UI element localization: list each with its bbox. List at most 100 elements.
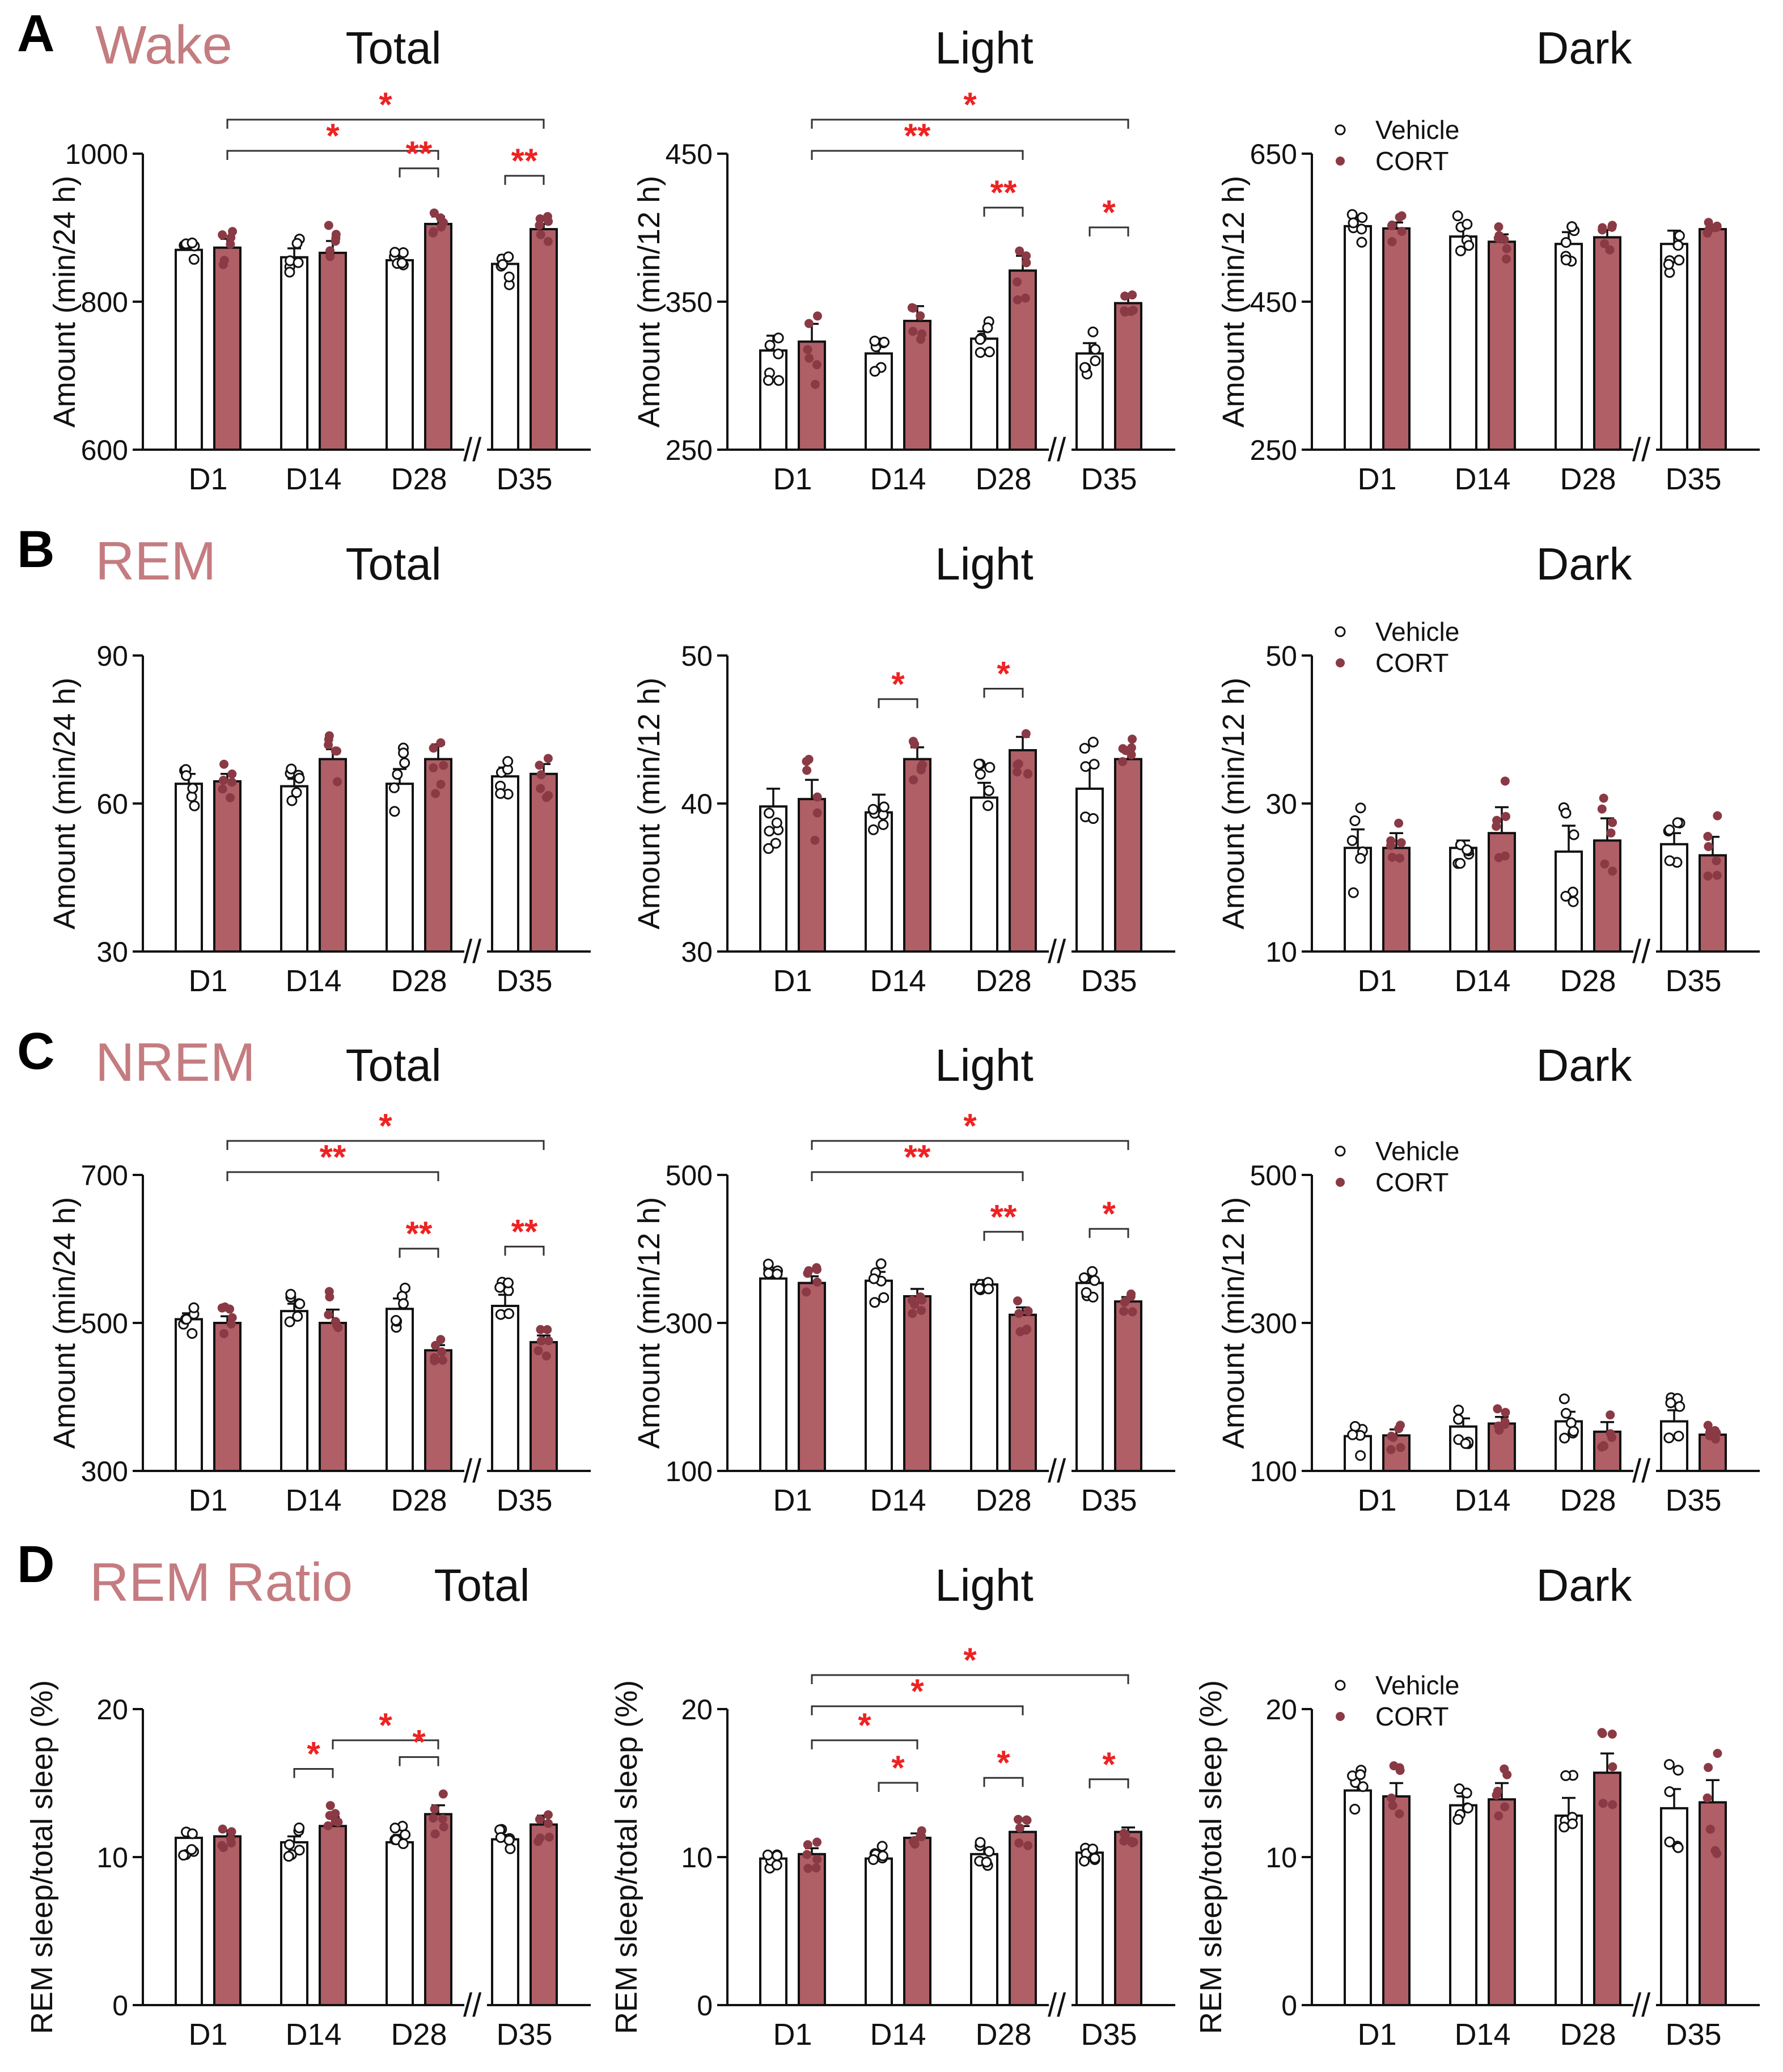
data-point-vehicle: [1663, 1759, 1675, 1770]
data-point-cort: [1500, 235, 1509, 244]
data-point-cort: [1712, 222, 1722, 232]
bar-vehicle: [386, 1308, 414, 1473]
legend-vehicle-label: Vehicle: [1375, 617, 1459, 646]
data-point-cort: [1494, 222, 1504, 232]
legend-vehicle-label: Vehicle: [1375, 1136, 1459, 1166]
x-tick-label: D14: [285, 2018, 341, 2052]
x-tick-label: D1: [773, 964, 812, 998]
data-point-vehicle: [286, 795, 298, 806]
bar-vehicle: [491, 775, 519, 953]
data-point-cort: [544, 1336, 553, 1346]
x-tick-label: D28: [391, 964, 447, 998]
data-point-cort: [1597, 1442, 1607, 1452]
data-point-cort: [323, 1821, 333, 1830]
data-point-vehicle: [983, 785, 994, 796]
data-point-vehicle: [875, 1258, 887, 1270]
row-title-nrem: NREM: [95, 1032, 256, 1093]
panel-title: Total: [434, 1560, 530, 1610]
bar-cort: [798, 1853, 826, 2007]
bar-vehicle: [175, 1837, 203, 2007]
bar-cort: [1382, 847, 1411, 953]
data-point-cort: [802, 1287, 811, 1297]
data-point-cort: [217, 1303, 227, 1313]
data-point-cort: [1702, 1793, 1712, 1803]
data-point-vehicle: [189, 800, 200, 811]
data-point-vehicle: [877, 1850, 888, 1862]
data-point-vehicle: [1560, 807, 1572, 819]
data-point-cort: [543, 1325, 552, 1334]
data-point-cort: [218, 230, 227, 240]
data-point-cort: [812, 1837, 822, 1847]
data-point-vehicle: [1455, 858, 1466, 869]
x-tick-label: D35: [496, 2018, 552, 2052]
data-point-cort: [324, 735, 333, 745]
data-point-cort: [810, 835, 820, 845]
axis-break-mark: //: [1048, 1453, 1066, 1490]
x-tick-label: D28: [1560, 964, 1616, 998]
bar-vehicle: [1660, 1807, 1688, 2007]
bar-cort: [424, 1813, 452, 2007]
data-point-vehicle: [1665, 1397, 1676, 1409]
data-point-cort: [227, 777, 237, 787]
data-point-cort: [1608, 1762, 1617, 1771]
data-point-cort: [1710, 1434, 1720, 1444]
row-title-wake: Wake: [95, 15, 232, 75]
data-point-vehicle: [1087, 326, 1099, 337]
bar-vehicle: [1344, 1789, 1372, 2007]
data-point-vehicle: [878, 801, 890, 813]
x-tick-label: D1: [773, 2018, 812, 2052]
y-tick-label: 30: [96, 936, 128, 968]
bar-vehicle: [970, 1283, 998, 1472]
bar-vehicle: [280, 785, 308, 953]
data-point-cort: [1118, 757, 1128, 767]
y-axis-title: REM sleep/total sleep (%): [1194, 1680, 1228, 2034]
data-point-cort: [804, 755, 814, 764]
significance-stars: *: [891, 665, 905, 703]
data-point-vehicle: [1089, 759, 1100, 770]
y-axis-title: Amount (min/12 h): [1217, 1197, 1251, 1449]
significance-stars: *: [963, 1641, 977, 1679]
significance-stars: *: [910, 1672, 924, 1710]
data-point-vehicle: [1560, 1770, 1572, 1781]
data-point-cort: [1119, 1829, 1129, 1838]
x-tick-label: D35: [1081, 964, 1137, 998]
data-point-cort: [1704, 1763, 1713, 1773]
data-point-cort: [1013, 767, 1022, 777]
y-tick-label: 50: [1265, 640, 1297, 672]
axis-break-mark: //: [463, 432, 482, 468]
data-point-vehicle: [1355, 802, 1366, 814]
data-point-vehicle: [984, 1846, 995, 1857]
y-tick-label: 700: [81, 1160, 128, 1191]
significance-stars: *: [997, 655, 1010, 693]
data-point-vehicle: [975, 347, 986, 358]
data-point-cort: [1387, 852, 1397, 862]
y-tick-label: 0: [112, 1990, 128, 2022]
data-point-vehicle: [1568, 896, 1579, 907]
y-axis-title: REM sleep/total sleep (%): [609, 1680, 643, 2034]
data-point-cort: [812, 311, 822, 321]
chart-panel-r3c2: Dark 0 10 20 REM sleep/total sleep (%) // D1 D1…: [1194, 1560, 1760, 2052]
data-point-vehicle: [867, 1854, 879, 1865]
data-point-vehicle: [284, 267, 295, 278]
data-point-vehicle: [181, 1314, 192, 1325]
data-point-vehicle: [773, 332, 784, 344]
data-point-cort: [1712, 870, 1722, 880]
data-point-cort: [1015, 1823, 1024, 1833]
data-point-vehicle: [505, 1843, 516, 1854]
data-point-cort: [535, 760, 544, 770]
bar-vehicle: [759, 1277, 787, 1472]
data-point-cort: [437, 1347, 447, 1357]
data-point-cort: [1015, 246, 1024, 256]
data-point-cort: [1705, 1824, 1715, 1834]
data-point-vehicle: [1664, 855, 1675, 866]
data-point-vehicle: [1349, 815, 1361, 826]
panel-title: Total: [346, 539, 442, 589]
significance-bracket: [399, 1248, 439, 1258]
legend-cort-label: CORT: [1375, 1168, 1449, 1197]
data-point-cort: [1597, 804, 1607, 814]
data-point-cort: [1494, 1811, 1504, 1821]
data-point-cort: [429, 763, 438, 773]
data-point-vehicle: [398, 747, 409, 759]
legend-vehicle-marker: [1335, 1680, 1346, 1691]
x-tick-label: D28: [975, 1483, 1031, 1517]
